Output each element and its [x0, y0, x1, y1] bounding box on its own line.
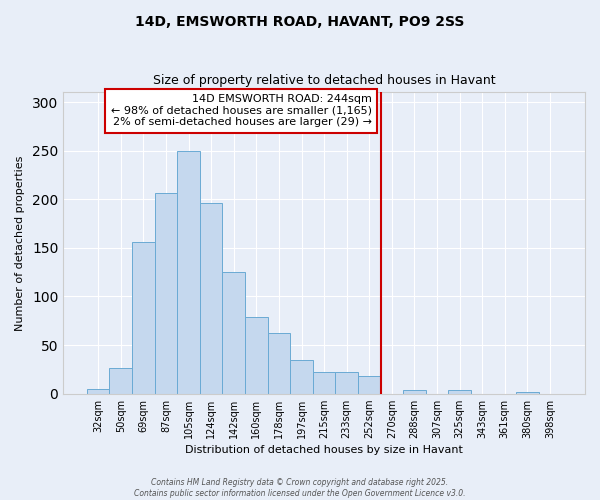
Bar: [268, 334, 290, 394]
Bar: [335, 372, 358, 394]
Bar: [177, 150, 200, 394]
Bar: [448, 390, 471, 394]
Bar: [245, 317, 268, 394]
Text: 14D EMSWORTH ROAD: 244sqm
← 98% of detached houses are smaller (1,165)
2% of sem: 14D EMSWORTH ROAD: 244sqm ← 98% of detac…: [110, 94, 371, 128]
Bar: [109, 368, 132, 394]
Bar: [223, 272, 245, 394]
Bar: [200, 203, 223, 394]
Title: Size of property relative to detached houses in Havant: Size of property relative to detached ho…: [153, 74, 496, 87]
Text: Contains HM Land Registry data © Crown copyright and database right 2025.
Contai: Contains HM Land Registry data © Crown c…: [134, 478, 466, 498]
Bar: [403, 390, 426, 394]
Bar: [313, 372, 335, 394]
Bar: [516, 392, 539, 394]
Bar: [155, 194, 177, 394]
X-axis label: Distribution of detached houses by size in Havant: Distribution of detached houses by size …: [185, 445, 463, 455]
Bar: [290, 360, 313, 394]
Y-axis label: Number of detached properties: Number of detached properties: [15, 156, 25, 330]
Text: 14D, EMSWORTH ROAD, HAVANT, PO9 2SS: 14D, EMSWORTH ROAD, HAVANT, PO9 2SS: [136, 15, 464, 29]
Bar: [358, 376, 380, 394]
Bar: [87, 389, 109, 394]
Bar: [132, 242, 155, 394]
